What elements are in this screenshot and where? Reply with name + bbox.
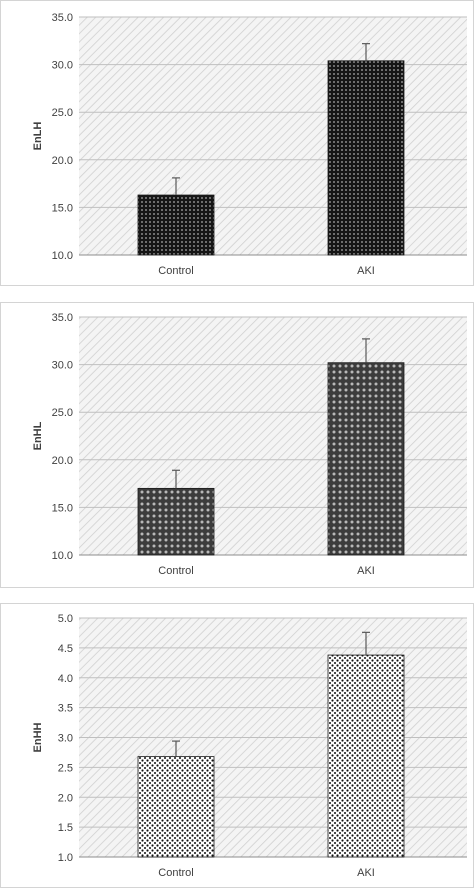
x-category-label: AKI <box>357 867 375 879</box>
y-tick-label: 30.0 <box>52 360 73 372</box>
y-axis-label: EnLH <box>32 122 44 151</box>
bar-aki <box>327 362 405 556</box>
bar-aki <box>327 654 405 858</box>
bar-control <box>137 487 215 556</box>
y-tick-label: 2.0 <box>58 792 73 804</box>
plot-area <box>79 17 467 255</box>
y-tick-label: 10.0 <box>52 250 73 262</box>
y-tick-label: 3.5 <box>58 703 73 715</box>
y-tick-label: 5.0 <box>58 613 73 625</box>
bar-aki <box>327 60 405 256</box>
y-tick-label: 15.0 <box>52 202 73 214</box>
y-tick-label: 1.0 <box>58 852 73 864</box>
x-category-label: Control <box>158 565 193 577</box>
bar-control <box>137 756 215 858</box>
chart-panel-enhl: 10.0 15.0 20.0 25.0 30.0 35.0 Control AKI EnHL <box>0 302 474 588</box>
x-category-label: Control <box>158 265 193 277</box>
y-tick-label: 35.0 <box>52 312 73 324</box>
y-tick-label: 25.0 <box>52 107 73 119</box>
y-tick-label: 1.5 <box>58 822 73 834</box>
bar-control <box>137 194 215 256</box>
y-tick-label: 4.0 <box>58 673 73 685</box>
y-tick-label: 2.5 <box>58 762 73 774</box>
y-axis-label: EnHL <box>32 421 44 450</box>
y-tick-label: 15.0 <box>52 502 73 514</box>
y-tick-label: 30.0 <box>52 60 73 72</box>
x-category-label: Control <box>158 867 193 879</box>
y-tick-label: 25.0 <box>52 407 73 419</box>
y-tick-label: 10.0 <box>52 550 73 562</box>
chart-svg-enhl: 10.0 15.0 20.0 25.0 30.0 35.0 Control AKI EnHL <box>32 312 467 577</box>
chart-svg-enlh: 10.0 15.0 20.0 25.0 30.0 35.0 Control AKI EnLH <box>32 12 467 277</box>
plot-area <box>79 317 467 555</box>
y-tick-label: 20.0 <box>52 155 73 167</box>
y-tick-label: 35.0 <box>52 12 73 24</box>
x-category-label: AKI <box>357 565 375 577</box>
chart-panel-enlh: 10.0 15.0 20.0 25.0 30.0 35.0 Control AKI EnLH <box>0 0 474 286</box>
y-tick-label: 3.0 <box>58 733 73 745</box>
chart-panel-enhh: 1.0 1.5 2.0 2.5 3.0 3.5 4.0 4.5 5.0 Control AKI En… <box>0 603 474 888</box>
x-category-label: AKI <box>357 265 375 277</box>
y-tick-label: 4.5 <box>58 643 73 655</box>
chart-svg-enhh: 1.0 1.5 2.0 2.5 3.0 3.5 4.0 4.5 5.0 Control AKI En… <box>32 613 467 879</box>
y-axis-label: EnHH <box>32 722 44 752</box>
y-tick-label: 20.0 <box>52 455 73 467</box>
